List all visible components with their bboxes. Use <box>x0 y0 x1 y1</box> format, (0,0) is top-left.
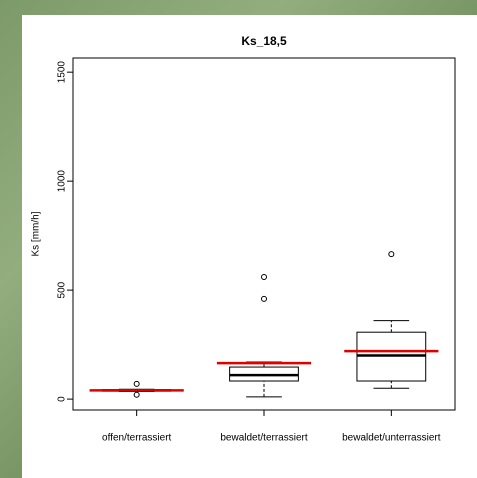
panel <box>22 15 477 478</box>
y-axis-label: Ks [mm/h] <box>31 211 42 256</box>
chart-title: Ks_18,5 <box>241 34 287 48</box>
page: {"chart_data": {"type": "box", "title": … <box>0 0 477 478</box>
chart: Ks_18,5 Ks [mm/h] 0 500 1000 1500 offen/terr… <box>0 0 477 478</box>
x-tick-label: bewaldet/unterrassiert <box>342 433 441 444</box>
y-tick-label: 1500 <box>57 61 68 84</box>
y-tick-label: 0 <box>57 396 68 402</box>
x-tick-label: offen/terrassiert <box>102 433 172 444</box>
y-tick-label: 1000 <box>57 170 68 193</box>
y-tick-label: 500 <box>57 281 68 298</box>
x-tick-label: bewaldet/terrassiert <box>220 433 307 444</box>
